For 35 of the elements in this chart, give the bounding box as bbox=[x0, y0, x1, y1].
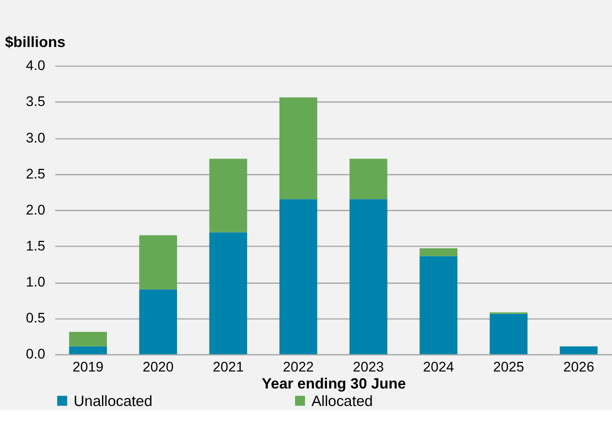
bar bbox=[209, 232, 248, 354]
y-tick-label: 2.0 bbox=[26, 201, 46, 218]
x-tick-label: 2026 bbox=[563, 358, 594, 375]
bar bbox=[209, 158, 248, 232]
bar bbox=[69, 346, 107, 354]
x-tick-label: 2023 bbox=[352, 358, 384, 375]
x-tick-label: 2020 bbox=[142, 358, 174, 375]
bar bbox=[350, 199, 388, 354]
x-tick-label: 2022 bbox=[282, 358, 314, 375]
bar bbox=[279, 199, 318, 354]
x-tick-label: 2021 bbox=[212, 358, 244, 375]
y-tick-label: 3.5 bbox=[26, 93, 46, 110]
x-tick-label: 2024 bbox=[423, 358, 454, 375]
bar bbox=[420, 256, 458, 354]
x-axis-title: Year ending 30 June bbox=[262, 376, 406, 393]
x-tick-label: 2019 bbox=[72, 358, 104, 375]
bar bbox=[420, 248, 458, 256]
x-tick-label: 2025 bbox=[493, 358, 524, 375]
y-tick-label: 2.5 bbox=[26, 165, 46, 182]
bar bbox=[560, 346, 598, 354]
bar bbox=[139, 289, 178, 354]
y-tick-label: 1.0 bbox=[26, 274, 46, 290]
legend-label: Allocated bbox=[311, 392, 373, 410]
bar bbox=[279, 97, 318, 200]
y-tick-label: 3.0 bbox=[26, 129, 46, 146]
legend-label: Unallocated bbox=[74, 392, 152, 410]
bar bbox=[490, 314, 528, 354]
y-tick-label: 4.0 bbox=[26, 57, 46, 74]
bar bbox=[350, 158, 388, 200]
bar bbox=[69, 332, 107, 346]
bar bbox=[139, 235, 178, 290]
y-tick-label: 1.5 bbox=[26, 238, 46, 254]
y-tick-label: 0.5 bbox=[26, 310, 46, 326]
y-tick-label: 0.0 bbox=[26, 346, 46, 362]
y-axis-title: $billions bbox=[4, 34, 66, 51]
